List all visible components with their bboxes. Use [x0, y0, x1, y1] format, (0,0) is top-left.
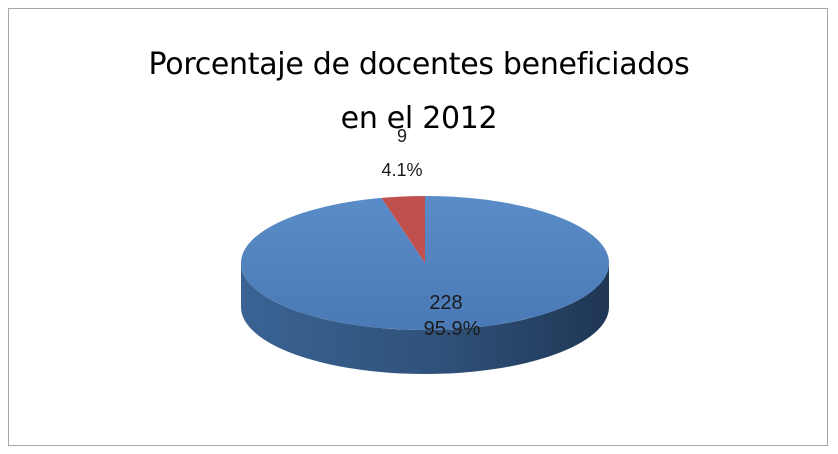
- data-label-value-228: 228: [429, 292, 462, 314]
- pie-slice-228: [240, 196, 609, 330]
- data-label-percent-9: 4.1%: [381, 160, 422, 180]
- data-label-value-9: 9: [397, 126, 407, 146]
- data-label-percent-228: 95.9%: [424, 318, 481, 340]
- chart-title-line-2: en el 2012: [340, 101, 498, 136]
- chart-title-line-1: Porcentaje de docentes beneficiados: [148, 47, 690, 82]
- pie-slice-9: [381, 196, 425, 263]
- pie-side-wall: [241, 263, 609, 374]
- chart-title: Porcentaje de docentes beneficiados en e…: [0, 38, 838, 146]
